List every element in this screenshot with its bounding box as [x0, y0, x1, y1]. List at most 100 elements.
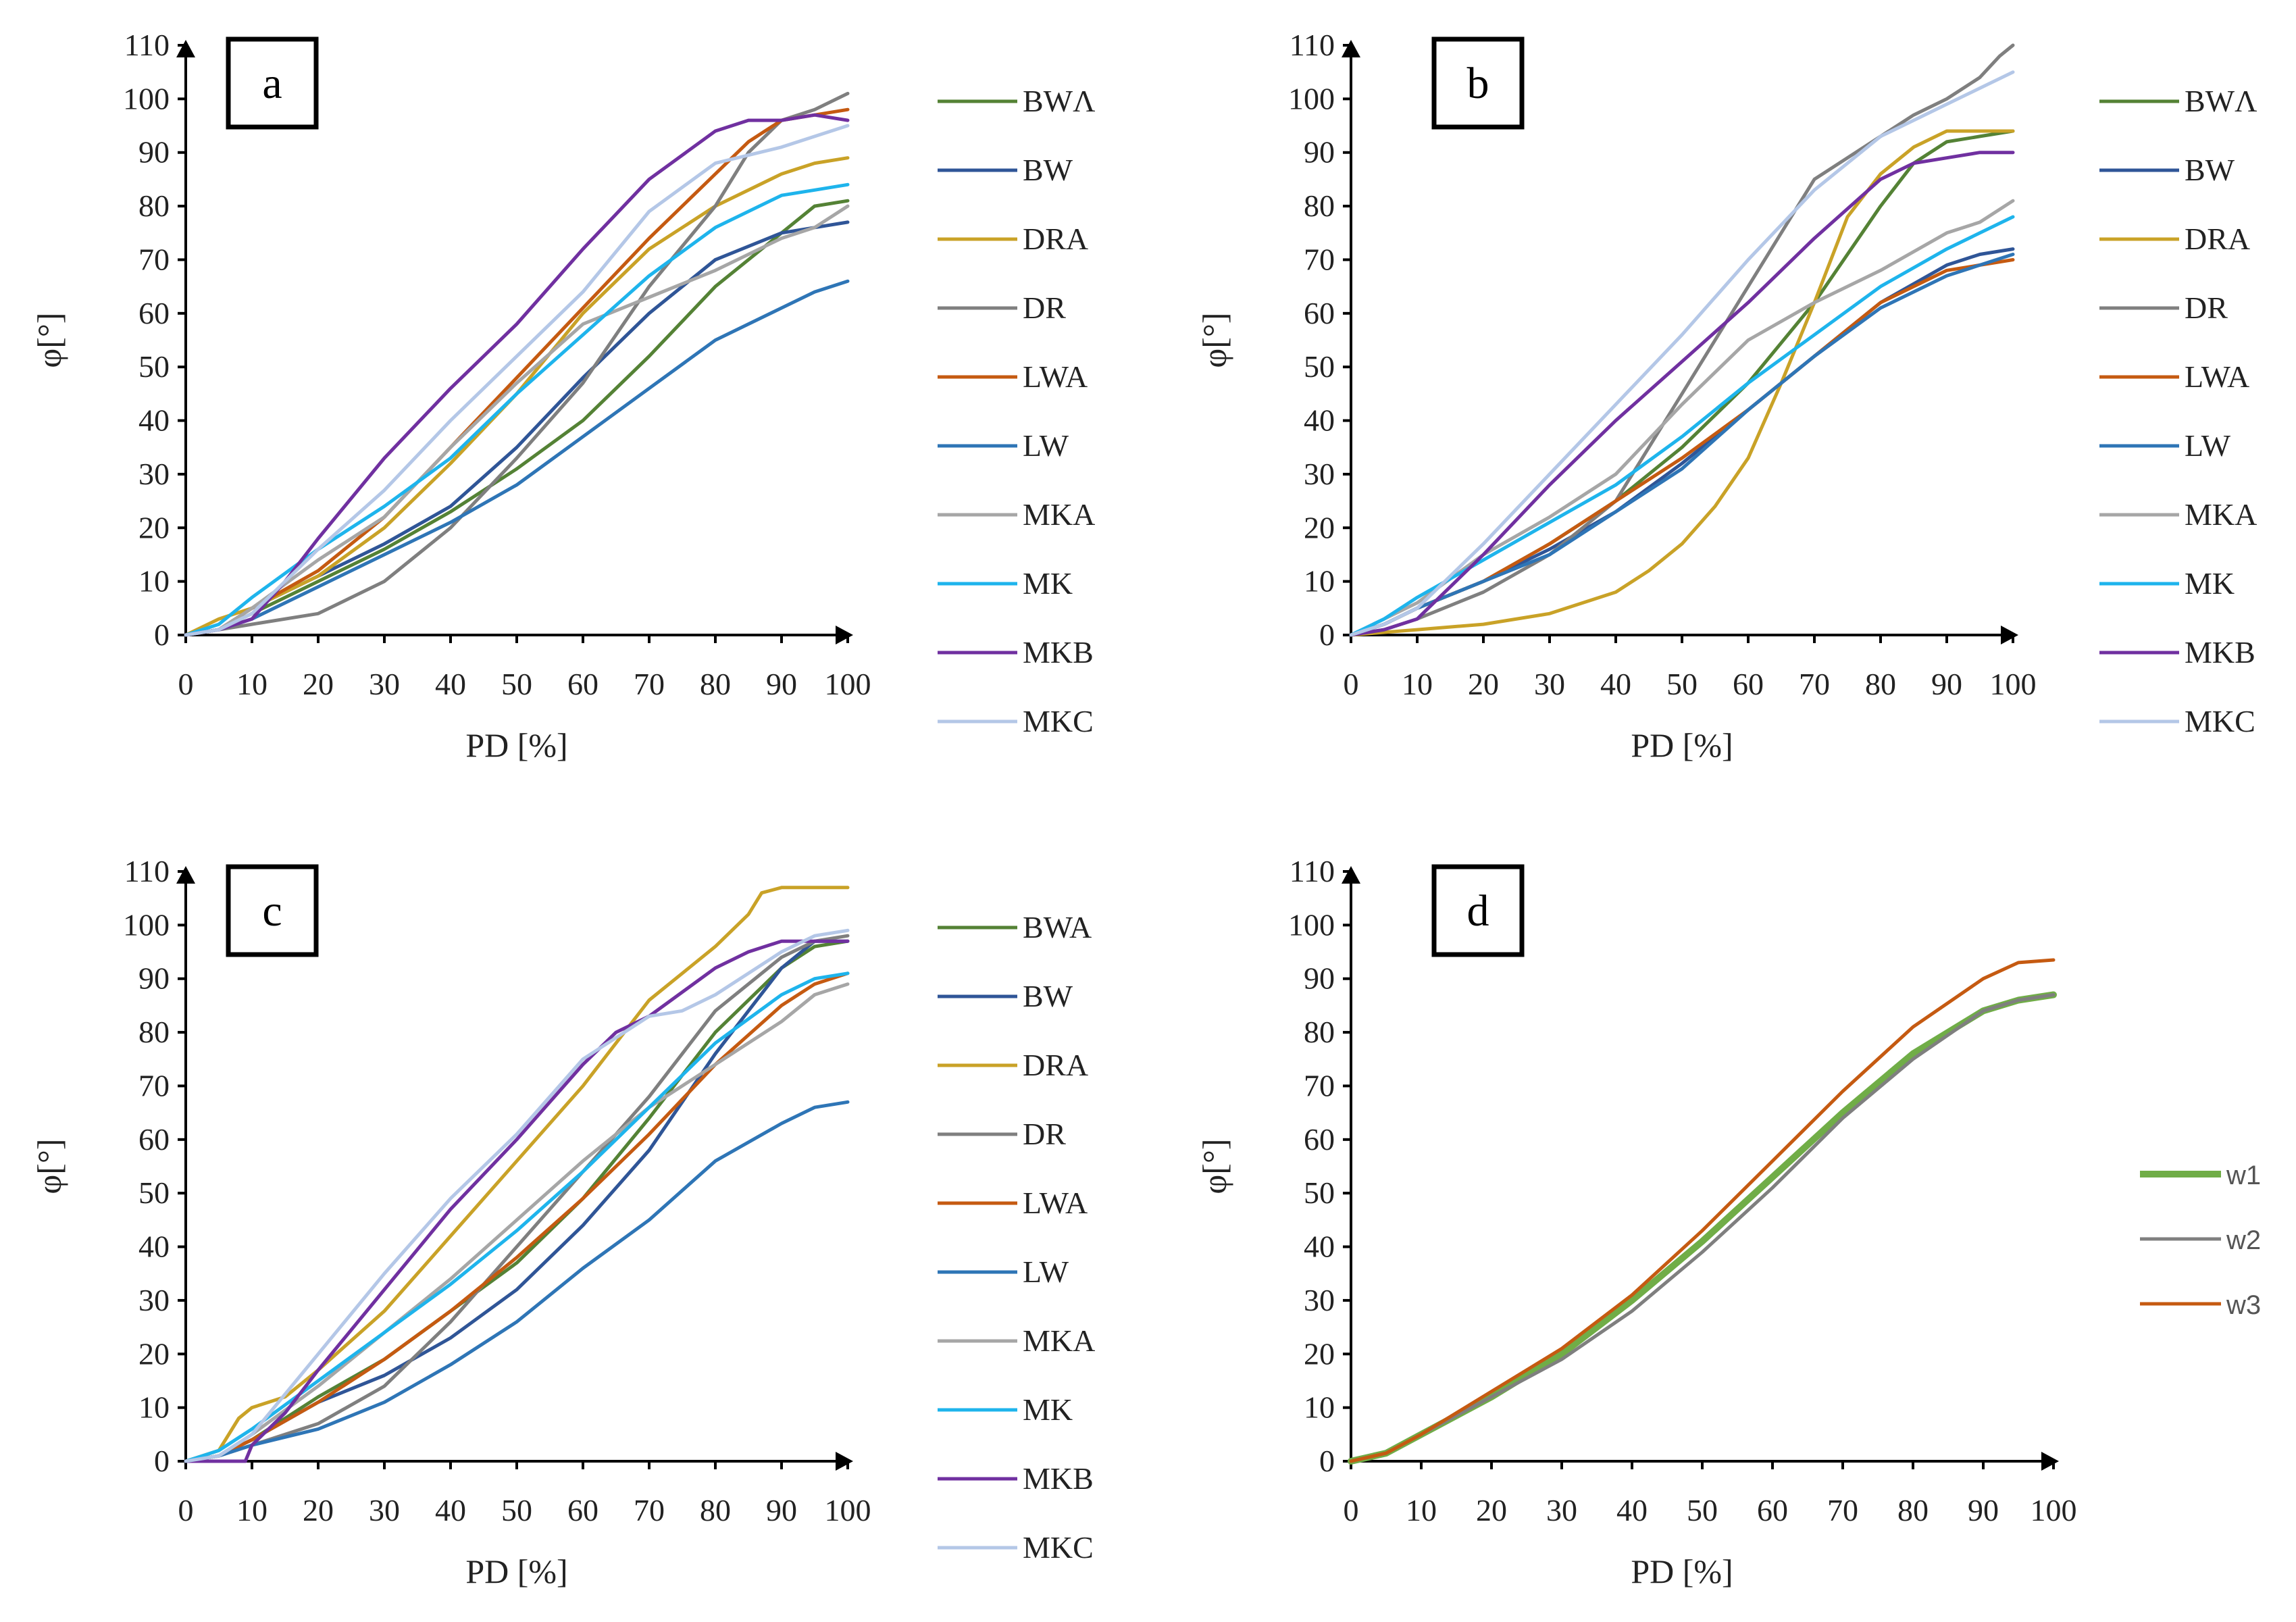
y-tick-label: 80: [138, 188, 170, 223]
chart-panel-a: 0 10 20 30 40 50 60 70 80 90 100 110 0 10 20 30 40 50 60 70…: [30, 28, 1095, 764]
legend-label-w2: w2: [2226, 1225, 2261, 1255]
series-line-dr: [184, 91, 850, 637]
series-line-mka: [184, 204, 850, 637]
legend-label-dra: DRA: [1023, 1048, 1088, 1082]
legend-label-mkb: MKB: [1023, 635, 1094, 669]
series-line-dra: [184, 156, 850, 637]
legend-label-bwa: BWΛ: [2185, 84, 2257, 118]
legend-label-dr: DR: [2185, 290, 2228, 325]
x-tick-label: 20: [303, 1493, 334, 1527]
x-tick-label: 100: [825, 1493, 871, 1527]
y-tick-label: 110: [124, 28, 170, 62]
y-tick-label: 60: [138, 1122, 170, 1157]
series-line-w2: [1349, 993, 2056, 1463]
y-tick-label: 40: [138, 403, 170, 438]
panel-label-box: [226, 864, 319, 957]
legend-label-mkc: MKC: [1023, 704, 1094, 738]
y-tick-label: 90: [138, 961, 170, 996]
y-tick-label: 0: [154, 617, 170, 652]
x-tick-label: 20: [1468, 667, 1499, 701]
y-axis-arrow: [176, 866, 195, 884]
panel-label-box: [1431, 36, 1525, 130]
series-line-dr: [184, 934, 850, 1463]
y-axis-title: φ[°]: [30, 1138, 68, 1194]
panel-label: a: [262, 59, 282, 108]
legend-label-mk: MK: [2185, 566, 2235, 601]
y-tick-label: 110: [124, 854, 170, 888]
y-tick-label: 100: [123, 907, 170, 942]
y-tick-label: 50: [1304, 349, 1335, 384]
y-tick-label: 40: [1304, 1230, 1335, 1264]
x-tick-label: 60: [567, 667, 598, 701]
x-tick-label: 0: [1344, 1493, 1359, 1527]
x-tick-label: 70: [1827, 1493, 1858, 1527]
x-tick-label: 0: [178, 667, 194, 701]
legend-label-mkb: MKB: [2185, 635, 2255, 669]
y-tick-label: 110: [1290, 854, 1335, 888]
y-tick-label: 30: [1304, 457, 1335, 491]
x-tick-label: 80: [700, 667, 731, 701]
x-tick-label: 40: [1600, 667, 1631, 701]
legend-label-bw: BW: [1023, 153, 1073, 187]
x-tick-label: 30: [369, 1493, 400, 1527]
legend-label-mkc: MKC: [1023, 1530, 1094, 1565]
x-tick-label: 50: [501, 667, 532, 701]
y-tick-label: 100: [123, 81, 170, 116]
y-tick-label: 30: [138, 457, 170, 491]
legend-label-lwa: LWA: [1023, 1186, 1088, 1220]
x-tick-label: 80: [1865, 667, 1896, 701]
series-line-w3: [1349, 958, 2056, 1463]
x-tick-label: 30: [369, 667, 400, 701]
x-tick-label: 90: [766, 1493, 797, 1527]
y-tick-label: 20: [138, 510, 170, 544]
y-tick-label: 0: [1319, 617, 1335, 652]
y-tick-label: 40: [1304, 403, 1335, 438]
y-tick-label: 90: [1304, 135, 1335, 170]
legend-label-lw: LW: [2185, 428, 2231, 463]
x-tick-label: 40: [1616, 1493, 1648, 1527]
y-tick-label: 10: [1304, 1390, 1335, 1425]
legend-label-mk: MK: [1023, 1392, 1073, 1427]
x-tick-label: 40: [435, 1493, 466, 1527]
legend-label-mkc: MKC: [2185, 704, 2255, 738]
panel-label-box: [226, 36, 319, 130]
series-line-mk: [1349, 215, 2015, 637]
series-line-mkc: [184, 124, 850, 637]
y-tick-label: 60: [138, 296, 170, 330]
y-axis-arrow: [1342, 866, 1360, 884]
y-axis-title: φ[°]: [30, 312, 68, 368]
y-axis-arrow: [1342, 40, 1360, 57]
y-tick-label: 80: [1304, 188, 1335, 223]
x-tick-label: 60: [1733, 667, 1764, 701]
x-tick-label: 90: [1968, 1493, 1999, 1527]
legend-label-lw: LW: [1023, 428, 1069, 463]
y-tick-label: 110: [1290, 28, 1335, 62]
x-tick-label: 90: [1931, 667, 1962, 701]
x-axis-title: PD [%]: [1631, 1552, 1733, 1590]
series-line-mk: [184, 182, 850, 637]
x-axis-title: PD [%]: [1631, 726, 1733, 764]
legend-label-w1: w1: [2226, 1161, 2261, 1190]
series-line-lw: [184, 1100, 850, 1463]
x-tick-label: 80: [1897, 1493, 1929, 1527]
y-tick-label: 10: [138, 1390, 170, 1425]
x-tick-label: 50: [1687, 1493, 1718, 1527]
panel-label: d: [1467, 886, 1489, 936]
y-tick-label: 70: [138, 1068, 170, 1103]
series-line-mkc: [184, 928, 850, 1463]
legend-label-bwa: BWΛ: [1023, 84, 1095, 118]
legend-label-dra: DRA: [2185, 222, 2250, 256]
x-axis-title: PD [%]: [465, 726, 567, 764]
panel-label: c: [262, 886, 282, 936]
x-axis-arrow: [836, 1452, 853, 1471]
y-tick-label: 40: [138, 1230, 170, 1264]
x-tick-label: 0: [1344, 667, 1359, 701]
legend-label-w3: w3: [2226, 1290, 2261, 1320]
y-tick-label: 80: [1304, 1015, 1335, 1049]
y-tick-label: 10: [1304, 564, 1335, 599]
x-tick-label: 100: [2031, 1493, 2077, 1527]
legend-label-mk: MK: [1023, 566, 1073, 601]
x-tick-label: 70: [634, 1493, 665, 1527]
legend-label-mkb: MKB: [1023, 1461, 1094, 1496]
